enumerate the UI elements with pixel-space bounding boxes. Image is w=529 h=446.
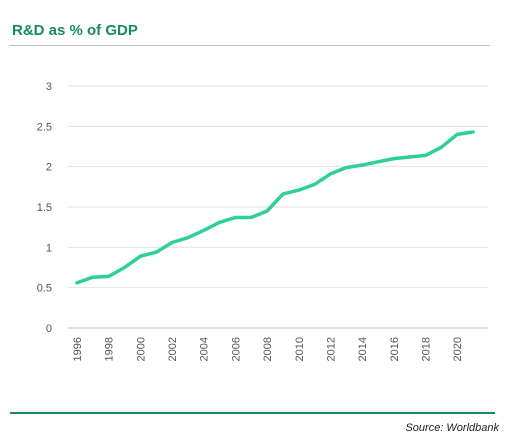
y-tick-label: 2 [46, 162, 52, 174]
x-tick-label: 1996 [72, 337, 84, 361]
x-tick-label: 2004 [199, 337, 211, 361]
y-tick-label: 2.5 [37, 121, 52, 133]
x-tick-label: 2006 [230, 337, 242, 361]
x-tick-label: 2008 [262, 337, 274, 361]
y-tick-label: 0 [46, 323, 52, 335]
y-tick-label: 0.5 [37, 283, 52, 295]
x-tick-label: 2016 [389, 337, 401, 361]
y-tick-label: 1 [46, 242, 52, 254]
x-tick-label: 2002 [167, 337, 179, 361]
x-tick-label: 2020 [452, 337, 464, 361]
y-tick-label: 1.5 [37, 202, 52, 214]
footer-divider [10, 412, 495, 414]
x-tick-label: 2018 [420, 337, 432, 361]
x-tick-label: 1998 [104, 337, 116, 361]
chart-title: R&D as % of GDP [12, 22, 138, 39]
x-tick-label: 2010 [294, 337, 306, 361]
title-divider [10, 45, 490, 46]
series-line [75, 130, 475, 285]
x-tick-label: 2000 [135, 337, 147, 361]
x-tick-label: 2014 [357, 337, 369, 361]
y-tick-label: 3 [46, 81, 52, 93]
x-tick-label: 2012 [325, 337, 337, 361]
source-note: Source: Worldbank [405, 422, 499, 434]
